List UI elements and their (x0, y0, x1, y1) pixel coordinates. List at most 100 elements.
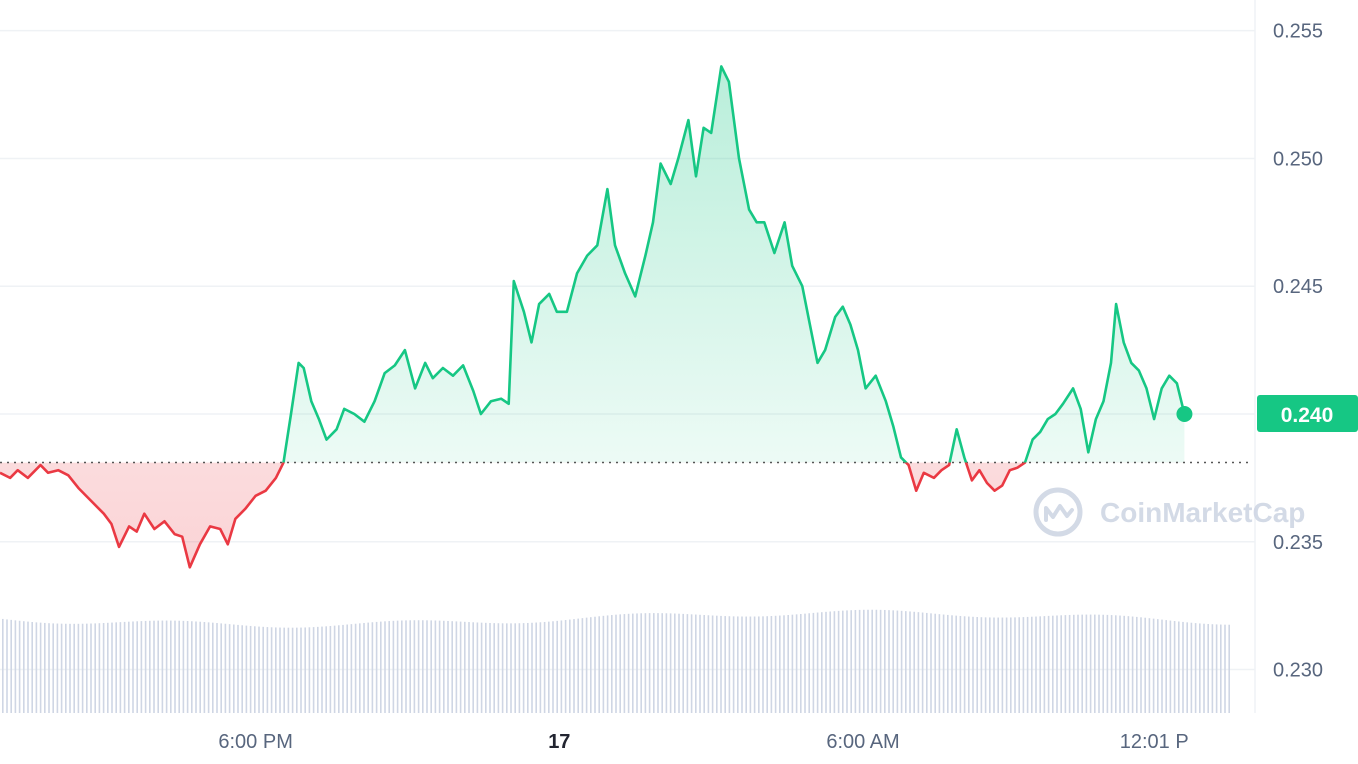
volume-bar (216, 623, 218, 713)
volume-bar (976, 617, 978, 713)
volume-bar (52, 623, 54, 713)
volume-bar (749, 616, 752, 713)
volume-bar (1199, 623, 1201, 713)
volume-bar (942, 614, 945, 713)
price-line-above-baseline (282, 65, 1186, 463)
volume-bar (359, 623, 361, 713)
volume-bar (833, 611, 836, 713)
volume-bar (690, 614, 693, 713)
volume-bar (753, 616, 756, 713)
volume-bar (896, 610, 899, 713)
volume-bar (695, 614, 697, 713)
volume-bar (1073, 614, 1075, 713)
volume-bar (1043, 616, 1046, 713)
volume-bar (963, 616, 966, 713)
volume-bar (447, 620, 449, 713)
volume-bar (1140, 617, 1142, 713)
volume-bar (434, 620, 437, 713)
volume-bar (590, 617, 592, 713)
volume-bar (136, 621, 138, 713)
volume-bar (527, 622, 529, 713)
volume-bar (968, 616, 970, 713)
volume-bar (1106, 614, 1109, 713)
volume-bar (514, 623, 516, 713)
volume-bar (611, 615, 613, 713)
volume-bar (1215, 624, 1218, 713)
volume-bar (535, 622, 537, 713)
volume-bar (1039, 616, 1041, 713)
volume-bar (795, 614, 798, 713)
volume-bar (581, 618, 584, 713)
volume-bar (921, 612, 924, 713)
volume-bar (249, 625, 252, 713)
volume-bar (18, 620, 21, 713)
volume-bar (69, 623, 71, 713)
volume-bar (938, 614, 941, 713)
volume-bar (531, 622, 533, 713)
volume-bar (674, 613, 676, 713)
volume-bar (1018, 617, 1020, 713)
volume-bar (485, 622, 487, 713)
volume-bar (31, 621, 33, 713)
volume-bar (808, 613, 810, 713)
coinmarketcap-logo-icon (1033, 487, 1083, 537)
volume-bar (157, 620, 159, 713)
x-tick-label: 12:01 P (1120, 731, 1189, 753)
volume-bar (850, 610, 852, 713)
volume-bar (837, 610, 840, 713)
x-tick-label: 17 (548, 731, 570, 753)
volume-bar (1127, 616, 1130, 713)
volume-bar (1064, 615, 1067, 713)
volume-bar (94, 623, 96, 713)
volume-bar (1085, 614, 1088, 713)
volume-bar (867, 609, 869, 713)
current-price-label: 0.240 (1281, 404, 1334, 427)
volume-bar (228, 624, 231, 713)
volume-bar (468, 622, 470, 713)
volume-bar (329, 625, 332, 713)
volume-bar (1056, 615, 1058, 713)
volume-bar (317, 626, 319, 713)
volume-bar (497, 623, 500, 713)
volume-bar (413, 620, 416, 713)
volume-bar (35, 622, 38, 713)
volume-bar (1123, 615, 1125, 713)
volume-bar (875, 609, 878, 713)
volume-bar (900, 610, 903, 713)
volume-bar (1161, 619, 1163, 713)
volume-bar (207, 622, 210, 713)
y-tick-label: 0.245 (1273, 276, 1323, 298)
volume-bar (464, 621, 466, 713)
volume-bar (1131, 616, 1134, 713)
volume-bar (174, 620, 176, 713)
volume-bar (443, 620, 445, 713)
volume-bar (275, 627, 277, 713)
volume-bar (892, 610, 894, 713)
volume-bar (1228, 624, 1230, 713)
volume-bar (1115, 615, 1117, 713)
volume-bar (489, 622, 491, 713)
volume-bar (304, 627, 306, 713)
volume-bar (480, 622, 483, 713)
volume-bar (791, 614, 794, 713)
volume-bar (1224, 624, 1226, 713)
volume-bar (405, 620, 407, 713)
current-price-badge: 0.240 (1257, 395, 1358, 432)
volume-bar (821, 612, 823, 713)
volume-bar (1157, 619, 1159, 713)
volume-bar (661, 613, 663, 713)
volume-bar (829, 611, 831, 713)
volume-bar (787, 614, 789, 713)
volume-bar (325, 626, 327, 713)
volume-bar (245, 625, 248, 713)
volume-bar (1035, 616, 1037, 713)
volume-bar (363, 622, 365, 713)
volume-bar (619, 614, 621, 713)
volume-bar (455, 621, 458, 713)
volume-bar (1089, 614, 1092, 713)
volume-bar (825, 611, 827, 713)
volume-bar (518, 623, 521, 713)
volume-bar (573, 619, 575, 713)
volume-bar (653, 613, 655, 713)
